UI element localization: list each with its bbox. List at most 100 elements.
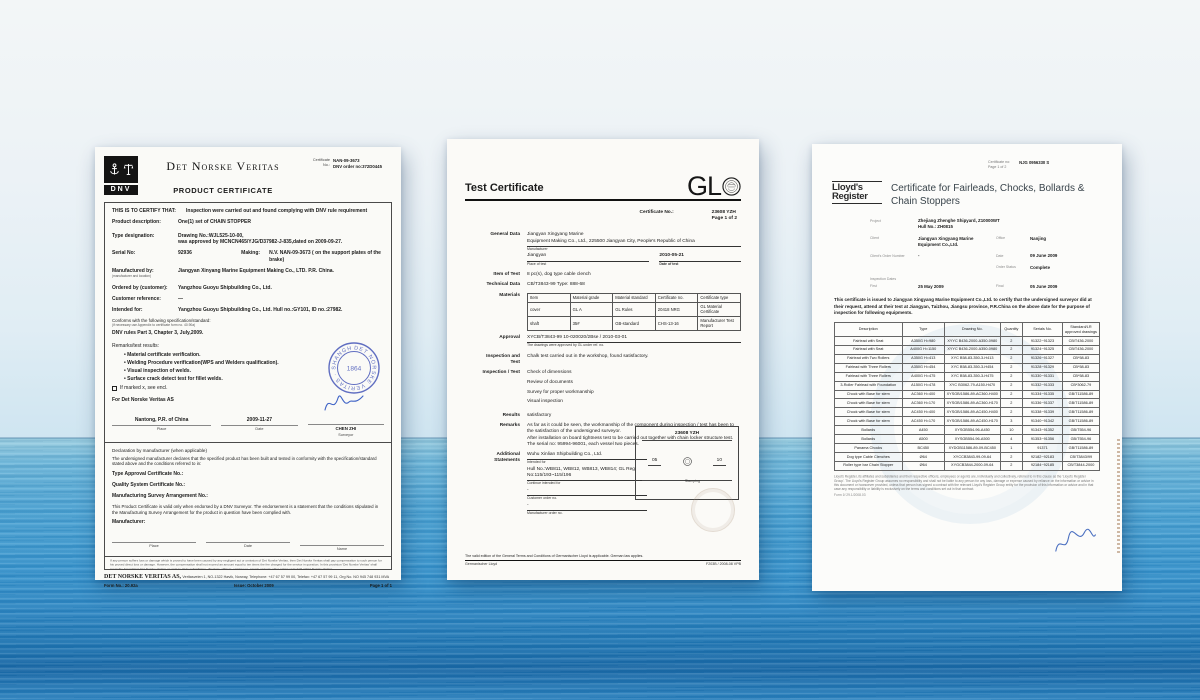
- signature-line: [300, 544, 384, 546]
- table-cell: CHS-13-16: [654, 315, 699, 331]
- table-cell: GB/T554-96: [1061, 434, 1101, 445]
- field-label: Results: [502, 413, 520, 419]
- table-cell: A450: [901, 425, 945, 436]
- field-label: Client's Order Number: [870, 253, 905, 258]
- column-header: Description: [834, 322, 903, 337]
- table-cell: AC450 H=400: [901, 407, 945, 418]
- table-cell: XYSGB/1586-89-AC360-H400: [943, 389, 1001, 400]
- table-cell: GL Material Certificate: [697, 301, 741, 317]
- table-cell: CB*58-83: [1061, 353, 1101, 364]
- footer-terms: The valid edition of the General Terms a…: [465, 554, 644, 559]
- table-cell: 91343~91352: [1022, 425, 1063, 436]
- table-cell: GB/T11586-89: [1061, 398, 1101, 409]
- field-label: Serial No:: [112, 250, 136, 257]
- field-value: As far as it could be seen, the workmans…: [527, 423, 734, 447]
- field-label: Office: [996, 236, 1006, 241]
- table-cell: Fairlead with Seat: [834, 335, 903, 346]
- field-label: Making:: [241, 250, 261, 257]
- scales-icon: [123, 164, 133, 175]
- lr-legal-strip: Lloyd's Register, its affiliates and sub…: [834, 475, 1098, 492]
- field-label: THIS IS TO CERTIFY THAT:: [112, 208, 176, 215]
- table-cell: shaft: [527, 315, 571, 331]
- field-label: Certificate No.:: [639, 209, 674, 215]
- table-row: Fairlead with Seat A350G H=980 XYYC B436-2…: [834, 335, 1101, 346]
- field-value: XYCB/T3843-99 10-020020/2Bse / 2010-03-0…: [527, 335, 741, 344]
- field-value: 2010-05-21: [659, 253, 741, 262]
- table-cell: XYYC B436-2000-A350-0980: [943, 335, 1001, 346]
- dnv-logo: DNV: [104, 156, 138, 195]
- list-item: Material certificate verification.: [124, 352, 384, 359]
- table-cell: GB/T554-96: [1061, 425, 1101, 436]
- edge-marks: [1117, 439, 1120, 554]
- signature-line: [112, 541, 196, 543]
- field-label: Product description:: [112, 219, 161, 226]
- field-note: (if necessary use Appendix to certificat…: [112, 323, 196, 328]
- field-value: -: [527, 488, 647, 497]
- field-caption: Customer order no.: [527, 496, 558, 501]
- field-value: Nanjing: [1030, 235, 1047, 241]
- gl-stamp-icon: [682, 457, 692, 467]
- stamp-line: [642, 480, 732, 482]
- field-value: DNV rules Part 3, Chapter 3, July,2009.: [112, 329, 204, 336]
- dnv-main-box: THIS IS TO CERTIFY THAT: Inspection were…: [104, 202, 392, 443]
- declaration-title: Declaration by manufacturer (when applic…: [112, 447, 207, 453]
- column-header: Material standard: [612, 292, 656, 303]
- field-additional-statements: Additional Statements Wuhu Xinlian Shipb…: [465, 426, 741, 517]
- field-label: Place: [156, 426, 167, 431]
- gl-test-certificate: Test Certificate GL Certificate No.: 236…: [447, 139, 759, 580]
- field-label: Materials: [499, 292, 520, 298]
- lr-cert-title: Certificate for Fairleads, Chocks, Bolla…: [891, 183, 1085, 208]
- field-value: Jiangyan: [527, 253, 650, 262]
- table-cell: CB/T436-2000: [1061, 344, 1101, 355]
- field-label: Manufactured by: (manufacturer and locat…: [112, 268, 178, 279]
- field-project: Project Zhejiang Zhenghe Shipyard, Z1000…: [870, 218, 1102, 229]
- list-item: Welding Procedure verification(WPS and W…: [124, 360, 384, 367]
- footer-form-no: Form 1f 29.1/2008.03: [834, 492, 866, 497]
- column-header: Serials No.: [1022, 322, 1063, 337]
- signature-space: [308, 417, 384, 423]
- table-row: Chock with Base for stem AC360 H=170 XYSGB…: [834, 398, 1101, 409]
- gl-header: Test Certificate GL: [465, 173, 741, 199]
- table-cell: 91371: [1022, 443, 1063, 453]
- signature-line: [221, 424, 298, 426]
- table-cell: 20418 NRG: [654, 301, 699, 317]
- table-cell: CB/T3843/99: [1061, 451, 1101, 462]
- table-row: 3-Roller Fairlead with Foundation A150G H…: [834, 380, 1101, 391]
- field-remarks: Remarks/test results: Material certifica…: [112, 343, 384, 382]
- table-cell: 2: [999, 398, 1024, 409]
- footer-org: Germanischer Lloyd: [465, 562, 498, 567]
- table-cell: GB/T11586-89: [1061, 416, 1101, 427]
- field-value: Wuhu Xinlian Shipbuilding Co., Ltd.: [527, 452, 647, 461]
- field-label: Name: [336, 546, 348, 551]
- field-intended-for: Intended for: Yangzhou Guoyu Shipbuildin…: [112, 307, 384, 314]
- field-value: Jiangyan Xingyang Marine Equipment Makin…: [527, 232, 741, 247]
- table-cell: 92182~92183: [1022, 451, 1063, 462]
- field-label: Intended for:: [112, 306, 143, 313]
- field-value: Yangzhou Guoyu Shipbuilding Co., Ltd.: [178, 284, 272, 291]
- table-row: Bollards A450 XYSGB554-96-A450 10 91343~9135…: [834, 425, 1101, 436]
- table-row: Fairlead with Seat A400G H=1150 XYYC B436-…: [834, 344, 1101, 355]
- table-cell: XYC B58-83-350-3-H475: [943, 371, 1001, 382]
- field-remarks: Remarks As far as it could be seen, the …: [465, 423, 741, 448]
- field-label: Inspection / Test: [482, 370, 521, 376]
- table-cell: AC360 H=400: [901, 389, 945, 400]
- date-column: Date: [206, 536, 290, 552]
- signature-line: [307, 424, 384, 425]
- stamp-number: 23608 YZH: [674, 431, 700, 437]
- field-caption: Manufacturer: [527, 246, 548, 251]
- lr-intro-paragraph: This certificate is issued to Jiangyan X…: [834, 297, 1092, 316]
- table-cell: Bollards: [834, 434, 903, 445]
- table-cell: 2: [999, 362, 1024, 373]
- field-product-description: Product description: One(1) set of CHAIN…: [112, 219, 384, 226]
- dnv-logo-text: DNV: [104, 185, 138, 195]
- data-table: Item Material grade Material standard Certi…: [527, 292, 741, 331]
- field-caption: Date of test: [659, 261, 679, 266]
- table-cell: 2: [999, 344, 1024, 355]
- field-value: One(1) set of CHAIN STOPPER: [178, 219, 251, 226]
- field-value: Nantong, P.R. of China: [134, 417, 189, 423]
- table-cell: 91340~91342: [1022, 416, 1063, 427]
- dnv-header: DNV Det Norske Veritas PRODUCT CERTIFICA…: [104, 156, 392, 195]
- footer-org: DET NORSKE VERITAS AS,: [104, 573, 182, 580]
- declaration-text: The undersigned manufacturer declares th…: [112, 455, 377, 467]
- field-label: Inspection and Test: [486, 353, 520, 365]
